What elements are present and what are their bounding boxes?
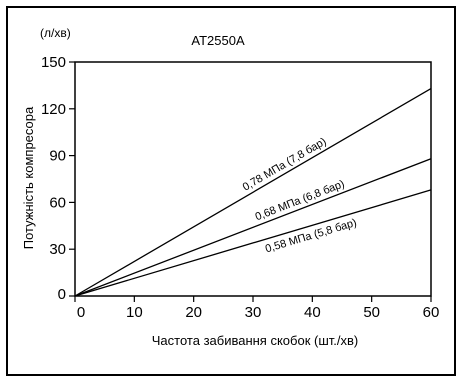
y-tick-label: 90 (49, 148, 66, 165)
y-unit-label: (л/хв) (40, 26, 71, 40)
x-tick-label: 40 (304, 304, 321, 321)
x-axis-label: Частота забивання скобок (шт./хв) (152, 333, 358, 348)
series-label-group: 0,68 МПа (6,8 бар) (254, 178, 347, 223)
x-tick-label: 60 (423, 304, 440, 321)
series-label-group: 0,78 МПа (7,8 бар) (241, 136, 329, 194)
series-line (74, 87, 432, 297)
series-label: 0,78 МПа (7,8 бар) (241, 136, 329, 194)
y-axis-label: Потужність компресора (21, 106, 36, 249)
x-tick-label: 10 (126, 304, 143, 321)
x-tick-label: 20 (185, 304, 202, 321)
x-tick-label: 50 (363, 304, 380, 321)
y-tick-label: 150 (41, 54, 66, 71)
series-line (74, 158, 432, 297)
x-tick-label: 0 (77, 304, 85, 321)
y-tick-label: 0 (58, 286, 66, 303)
y-tick-label: 30 (49, 241, 66, 258)
y-tick-label: 120 (41, 101, 66, 118)
y-tick-label: 60 (49, 194, 66, 211)
series-line (74, 189, 432, 297)
chart-frame (6, 6, 456, 376)
series-label: 0,68 МПа (6,8 бар) (254, 178, 347, 223)
x-tick-label: 30 (245, 304, 262, 321)
chart-title: AT2550A (191, 33, 245, 48)
